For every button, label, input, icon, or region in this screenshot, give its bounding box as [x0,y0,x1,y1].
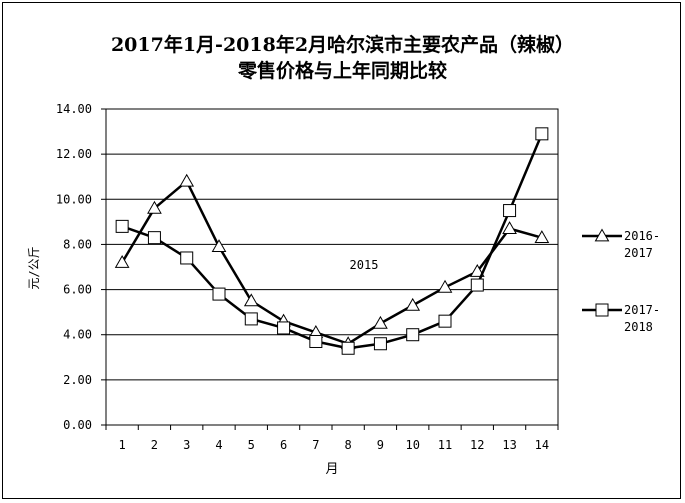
y-tick-label: 4.00 [63,328,92,342]
square-point [309,334,323,348]
square-point [373,337,387,351]
x-tick-label: 9 [377,438,384,452]
y-tick-label: 14.00 [56,102,92,116]
square-point [503,204,517,218]
square-point [180,251,194,265]
plot-border [105,108,559,426]
square-point [535,127,549,141]
chart-subtitle: 零售价格与上年同期比较 [237,60,447,82]
legend-label: 2017- [624,303,660,317]
x-tick-label: 12 [470,438,484,452]
triangle-point [211,239,227,253]
triangle-point [179,173,195,187]
grid-lines [106,153,558,381]
triangle-point [534,230,550,244]
legend-label: 2016- [624,229,660,243]
legend: 2016- 2017 2017- 2018 [582,228,660,334]
square-point [341,341,355,355]
x-tick-label: 7 [312,438,319,452]
x-tick-label: 11 [438,438,452,452]
x-tick-label: 10 [405,438,419,452]
square-point [212,287,226,301]
triangle-point [243,293,259,307]
triangle-point [373,315,388,329]
legend-entry: 2016- 2017 [582,228,660,260]
legend-label: 2017 [624,246,653,260]
chart-annotation: 2015 [350,258,379,272]
y-tick-label: 0.00 [63,418,92,432]
x-tick-label: 2 [151,438,158,452]
y-axis-label: 元/公斤 [27,246,41,289]
x-axis-label: 月 [325,462,338,477]
x-tick-label: 1 [119,438,126,452]
y-tick-label: 8.00 [63,237,92,251]
y-tick-label: 2.00 [63,373,92,387]
x-tick-label: 4 [215,438,222,452]
series-2017-2018 [115,127,549,355]
square-point [244,312,258,326]
x-tick-label: 3 [183,438,190,452]
x-tick-label: 13 [502,438,516,452]
square-point [115,219,129,233]
y-tick-label: 10.00 [56,192,92,206]
triangle-point [147,200,162,214]
y-tick-label: 6.00 [63,283,92,297]
square-point [438,314,452,328]
triangle-point [405,297,421,311]
triangle-point [502,221,517,235]
triangle-point [469,264,485,277]
legend-entry: 2017- 2018 [582,303,660,334]
triangle-point [437,279,453,293]
square-point [406,328,420,342]
x-tick-label: 6 [280,438,287,452]
legend-label: 2018 [624,320,653,334]
square-point [277,321,291,335]
series-layer [114,127,550,355]
legend-square-marker [595,303,609,317]
triangle-point [114,254,130,268]
y-tick-label: 12.00 [56,147,92,161]
chart-title: 2017年1月-2018年2月哈尔滨市主要农产品（辣椒） [110,34,575,56]
square-point [470,278,484,292]
x-tick-label: 8 [345,438,352,452]
plot-area [105,108,559,426]
x-tick-label: 5 [248,438,255,452]
x-tick-label: 14 [535,438,549,452]
legend-triangle-marker [594,228,610,242]
square-point [147,231,161,245]
